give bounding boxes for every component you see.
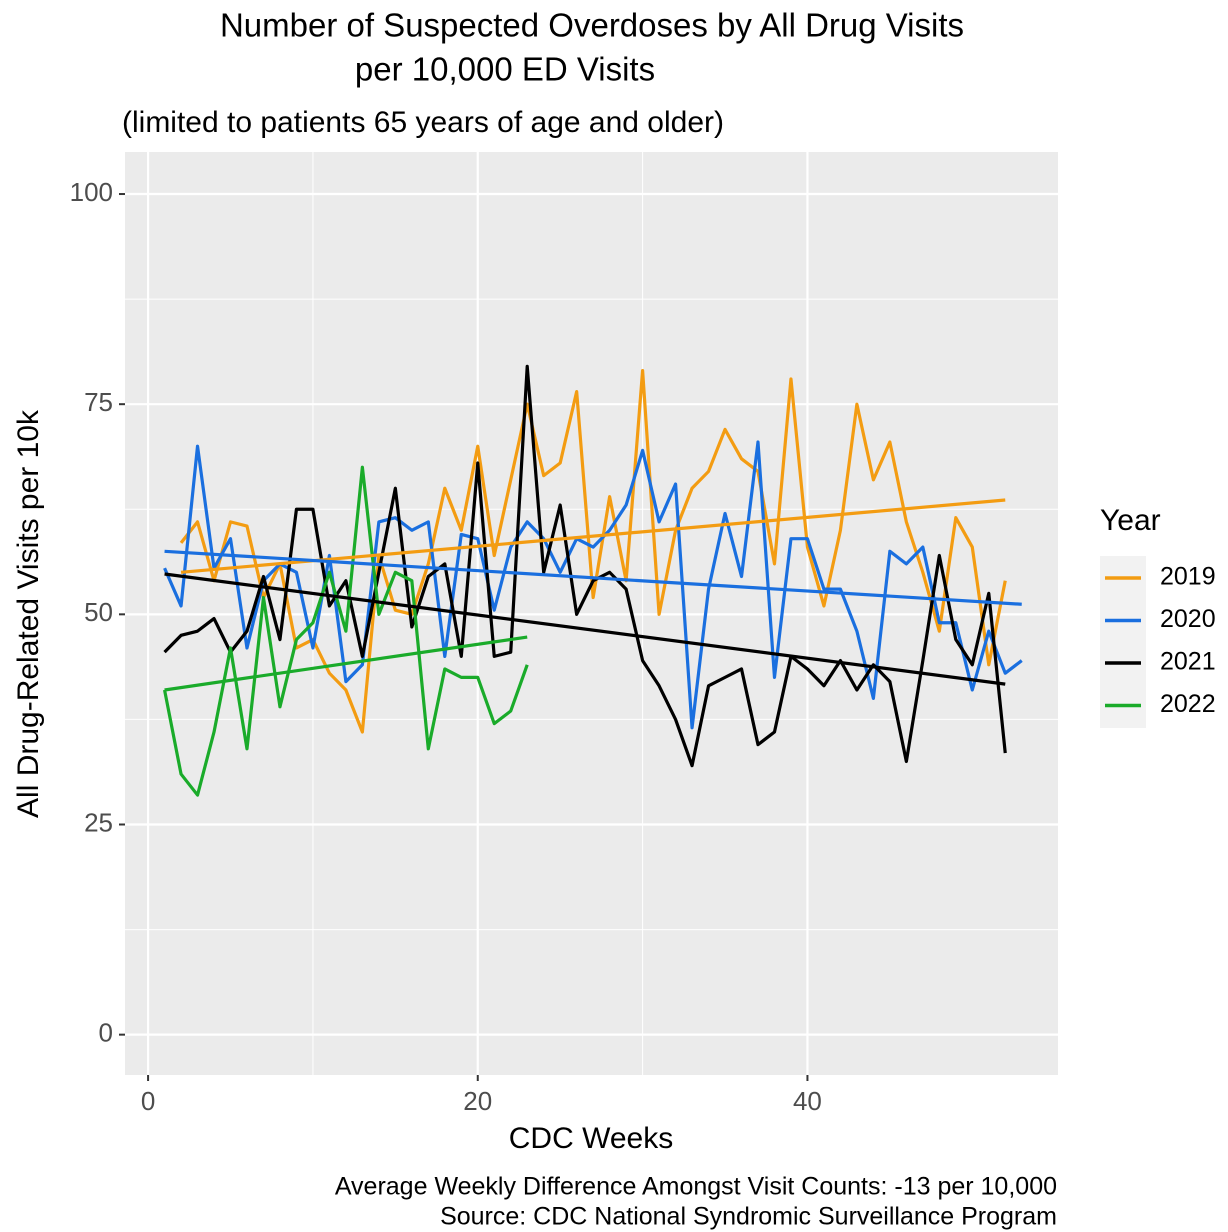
legend-label: 2020 [1160, 605, 1216, 633]
trend-line [164, 635, 528, 692]
legend-key-bg [1100, 556, 1146, 728]
caption: Average Weekly Difference Amongst Visit … [335, 1173, 1057, 1201]
legend-title: Year [1100, 504, 1161, 537]
trend-line [164, 549, 1022, 606]
trend-line [164, 572, 1006, 686]
series-line [163, 440, 1023, 730]
x-tick-label: 40 [793, 1086, 822, 1116]
legend-label: 2022 [1160, 690, 1216, 718]
chart-subtitle: (limited to patients 65 years of age and… [122, 106, 724, 139]
legend-label: 2021 [1160, 648, 1216, 676]
y-tick-label: 75 [84, 387, 113, 417]
x-tick-label: 20 [463, 1086, 492, 1116]
x-tick-label: 0 [141, 1086, 155, 1116]
series-line [162, 465, 529, 797]
y-tick-label: 100 [70, 177, 113, 207]
chart-title: per 10,000 ED Visits [355, 51, 655, 88]
grid [125, 152, 1058, 1075]
chart-title: Number of Suspected Overdoses by All Dru… [220, 7, 964, 44]
y-axis-label: All Drug-Related Visits per 10k [12, 409, 45, 818]
caption: Source: CDC National Syndromic Surveilla… [440, 1203, 1057, 1231]
x-axis-label: CDC Weeks [509, 1122, 673, 1155]
y-tick-label: 25 [84, 807, 113, 837]
series-line [163, 364, 1007, 768]
series-line [179, 368, 1007, 734]
legend-label: 2019 [1160, 563, 1216, 591]
y-tick-label: 0 [99, 1018, 113, 1048]
y-tick-label: 50 [84, 597, 113, 627]
